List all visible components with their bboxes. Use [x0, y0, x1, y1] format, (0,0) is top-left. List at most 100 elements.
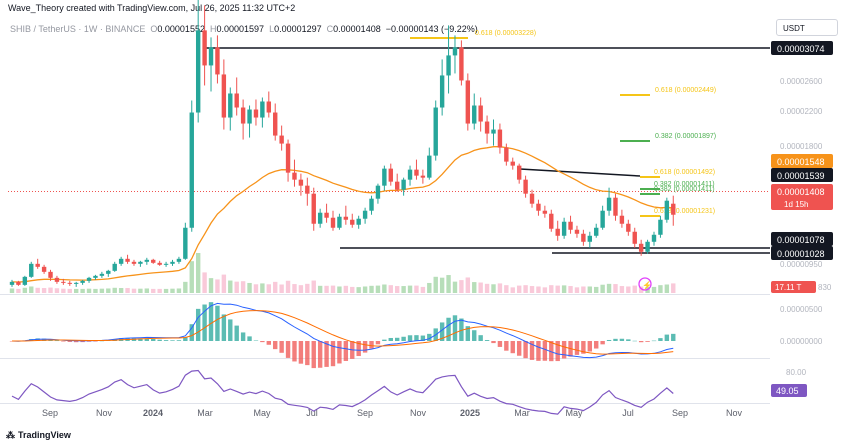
- candle-body: [67, 282, 72, 284]
- price-tag-label: 0.00003074: [777, 44, 825, 54]
- macd-histogram-bar: [151, 338, 156, 341]
- candle-body: [536, 203, 541, 211]
- volume-bar: [446, 275, 451, 293]
- macd-histogram-bar: [594, 341, 599, 349]
- price-tag-label: 0.00001028: [777, 249, 825, 259]
- volume-bar: [144, 288, 150, 293]
- candle-body: [561, 221, 567, 236]
- macd-histogram-bar: [292, 341, 297, 362]
- volume-bar: [427, 282, 432, 293]
- macd-histogram-bar: [395, 337, 400, 341]
- candle-body: [86, 277, 92, 281]
- volume-bar: [253, 284, 259, 293]
- x-axis-label: Nov: [726, 408, 743, 418]
- x-axis-label: May: [253, 408, 271, 418]
- macd-histogram-bar: [452, 315, 458, 341]
- volume-bar: [568, 286, 573, 293]
- candle-body: [626, 223, 631, 232]
- macd-histogram-bar: [54, 340, 60, 342]
- candle-body: [459, 47, 464, 81]
- macd-histogram-bar: [484, 340, 490, 341]
- volume-bar: [285, 280, 291, 293]
- macd-histogram-bar: [491, 341, 496, 344]
- brand-name: TradingView: [18, 430, 71, 440]
- candle-body: [369, 198, 374, 211]
- volume-bar: [317, 285, 323, 293]
- currency-button[interactable]: USDT: [776, 19, 838, 36]
- volume-bar: [324, 285, 329, 293]
- macd-histogram-bar: [80, 341, 85, 343]
- macd-histogram-bar: [645, 341, 650, 342]
- macd-histogram-bar: [542, 341, 548, 361]
- rsi-tag-label: 49.05: [776, 386, 799, 396]
- rsi-tag: [771, 384, 807, 397]
- macd-histogram-bar: [459, 318, 464, 341]
- x-axis-label: Sep: [357, 408, 373, 418]
- candle-body: [189, 112, 194, 228]
- open-value: 0.00001552: [157, 24, 205, 34]
- volume-bar: [151, 288, 156, 293]
- candle-body: [594, 227, 599, 236]
- candle-body: [337, 216, 342, 228]
- macd-histogram-bar: [529, 341, 535, 360]
- candle-body: [221, 74, 227, 118]
- volume-bar: [106, 288, 111, 293]
- volume-bar: [350, 286, 355, 293]
- macd-histogram-bar: [664, 334, 670, 341]
- trendline: [519, 168, 641, 177]
- volume-bar: [414, 285, 419, 293]
- volume-bar: [22, 287, 28, 293]
- volume-bar: [600, 284, 605, 293]
- volume-bar: [529, 286, 535, 293]
- volume-bar: [664, 284, 670, 293]
- volume-bar: [433, 276, 438, 293]
- price-tag: [771, 154, 833, 168]
- macd-histogram-bar: [401, 336, 406, 341]
- candle-body: [48, 271, 53, 278]
- macd-histogram-bar: [439, 322, 445, 341]
- macd-histogram-bar: [600, 341, 605, 345]
- macd-histogram-bar: [574, 341, 580, 355]
- macd-histogram-bar: [523, 341, 528, 359]
- x-axis-label: Jul: [306, 408, 318, 418]
- candle-body: [504, 147, 509, 162]
- volume-bar: [61, 288, 66, 293]
- volume-bar: [41, 288, 47, 293]
- macd-histogram-bar: [337, 341, 342, 364]
- volume-bar: [356, 287, 361, 293]
- macd-histogram-bar: [240, 332, 246, 341]
- candle-body: [574, 229, 580, 234]
- volume-bar: [619, 286, 625, 293]
- volume-bar: [215, 279, 220, 293]
- volume-bar: [157, 288, 162, 293]
- candle-body: [388, 168, 393, 182]
- volume-bar: [273, 281, 278, 293]
- price-tag: [771, 41, 833, 55]
- volume-bar: [382, 284, 387, 293]
- macd-histogram-bar: [228, 319, 233, 341]
- volume-bar: [131, 288, 137, 293]
- candle-body: [581, 233, 586, 242]
- volume-bar: [497, 283, 503, 293]
- macd-histogram-bar: [516, 341, 522, 356]
- candle-body: [606, 197, 612, 211]
- volume-bar: [86, 288, 92, 293]
- candle-body: [555, 228, 560, 236]
- volume-tag-label: 17.11 T: [775, 283, 802, 292]
- candle-body: [208, 47, 214, 66]
- candle-body: [613, 197, 618, 216]
- macd-histogram-bar: [632, 340, 637, 342]
- candle-body: [131, 261, 137, 264]
- candle-body: [183, 227, 188, 259]
- macd-histogram-bar: [626, 339, 631, 341]
- volume-bar: [574, 287, 580, 293]
- macd-histogram-bar: [138, 338, 143, 341]
- candle-body: [215, 47, 220, 75]
- price-tag-label: 0.00001408: [777, 187, 825, 197]
- volume-bar: [118, 288, 124, 293]
- volume-bar: [632, 285, 637, 293]
- x-axis-label: Mar: [197, 408, 213, 418]
- candle-body: [29, 263, 34, 277]
- macd-histogram-bar: [555, 341, 560, 362]
